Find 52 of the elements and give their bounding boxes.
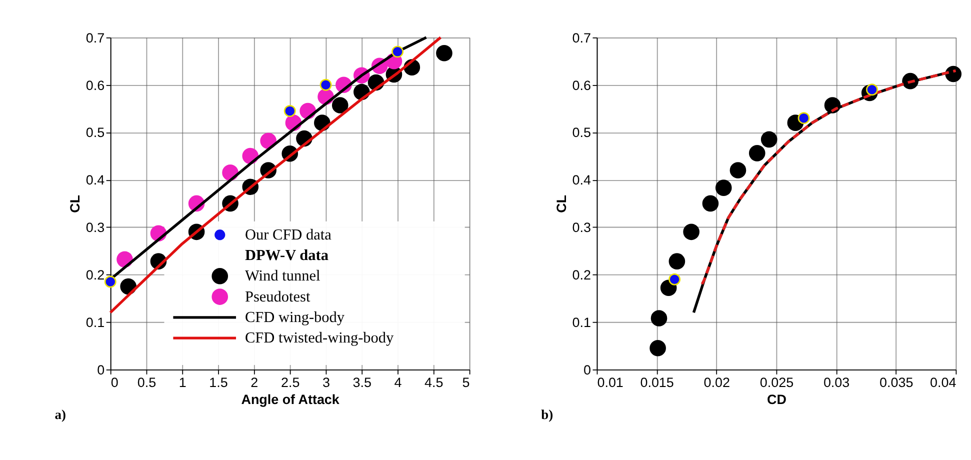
y-tick-label: 0.2 xyxy=(86,268,105,283)
x-tick-label: 0.025 xyxy=(760,374,794,390)
text: b) xyxy=(541,406,554,422)
x-tick-label: 0.02 xyxy=(704,374,730,390)
legend-title: DPW-V data xyxy=(244,247,329,264)
x-tick-label: 5 xyxy=(462,374,470,390)
x-axis-title: Angle of Attack xyxy=(241,392,340,408)
y-tick-label: 0.7 xyxy=(572,30,591,46)
x-tick-label: 4.5 xyxy=(424,374,444,390)
x-tick-label: 0.035 xyxy=(880,374,914,390)
y-tick-label: 0 xyxy=(583,362,591,378)
x-tick-label: 0.03 xyxy=(823,374,850,390)
y-tick-label: 0.1 xyxy=(572,314,591,330)
x-tick-label: 2 xyxy=(250,374,258,390)
x-tick-label: 0.01 xyxy=(597,374,624,390)
y-tick-label: 0.4 xyxy=(86,172,106,188)
y-axis-title: CL xyxy=(554,194,569,213)
x-tick-label: 4 xyxy=(394,374,402,390)
point xyxy=(320,78,332,91)
x-tick-label: 0.015 xyxy=(640,374,674,390)
x-tick-label: 2.5 xyxy=(280,374,300,390)
y-tick-label: 0.4 xyxy=(572,172,592,188)
point xyxy=(332,97,348,114)
y-tick-label: 0.3 xyxy=(86,220,105,236)
x-tick-label: 1 xyxy=(178,374,186,390)
y-tick-label: 0.2 xyxy=(572,268,591,283)
y-tick-label: 0.6 xyxy=(86,78,105,93)
x-axis-title: CD xyxy=(766,392,787,408)
x-tick-label: 3 xyxy=(322,374,330,390)
legend-label: CFD wing-body xyxy=(244,308,345,326)
legend-label: Our CFD data xyxy=(244,226,332,244)
point xyxy=(284,104,296,117)
y-tick-label: 0.3 xyxy=(572,220,591,236)
legend-label: Wind tunnel xyxy=(244,268,320,285)
x-tick-label: 0.5 xyxy=(137,374,156,390)
point xyxy=(104,276,116,288)
legend-label: Pseudotest xyxy=(244,288,311,306)
y-axis-title: CL xyxy=(68,194,83,213)
x-tick-label: 1.5 xyxy=(209,374,228,390)
y-tick-label: 0.6 xyxy=(572,78,591,93)
point xyxy=(436,44,452,62)
x-tick-label: 0 xyxy=(110,374,118,390)
y-tick-label: 0.1 xyxy=(86,314,105,330)
y-tick-label: 0.7 xyxy=(86,30,105,46)
text: a) xyxy=(54,406,66,422)
x-tick-label: 3.5 xyxy=(352,374,372,390)
y-tick-label: 0 xyxy=(97,362,105,378)
y-tick-label: 0.5 xyxy=(572,125,591,140)
x-tick-label: 0.04 xyxy=(930,374,957,390)
legend-label: CFD twisted-wing-body xyxy=(244,330,394,347)
point xyxy=(392,46,404,58)
y-tick-label: 0.5 xyxy=(86,125,105,140)
